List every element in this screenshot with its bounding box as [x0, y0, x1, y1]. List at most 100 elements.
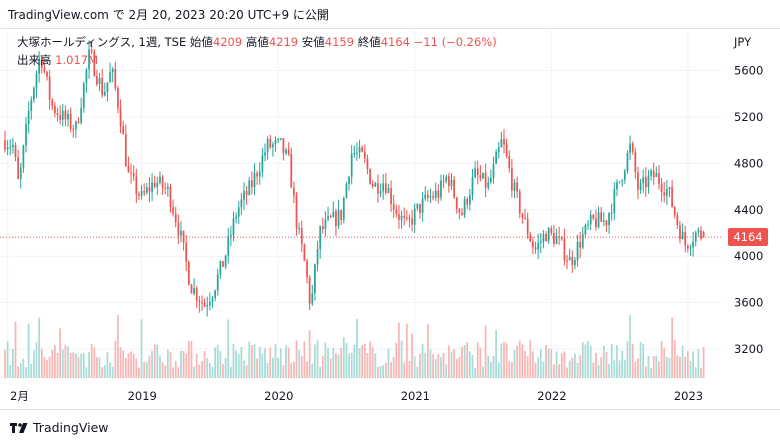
volume-bar	[106, 351, 109, 378]
candle-body	[269, 139, 272, 148]
candle-body	[408, 217, 411, 219]
volume-bar	[54, 345, 56, 378]
candle-body	[371, 183, 374, 187]
candle-body	[361, 147, 364, 152]
volume-bar	[377, 367, 379, 378]
volume-bar	[566, 367, 568, 378]
x-axis-ticks: 2月 2019 2020 2021 2022 2023	[10, 389, 703, 403]
candle-body	[616, 182, 618, 190]
volume-bar	[623, 359, 626, 378]
candle-body	[332, 211, 335, 217]
candle-body	[566, 260, 568, 262]
candle-body	[660, 183, 663, 192]
volume-bar	[521, 344, 524, 378]
candle-body	[35, 73, 38, 88]
volume-bar	[269, 347, 272, 378]
candle-body	[185, 242, 188, 262]
volume-bar	[111, 366, 114, 378]
volume-bar	[592, 362, 595, 378]
y-tick-label: 3600	[734, 296, 763, 310]
volume-bar	[461, 346, 463, 378]
volume-bar	[82, 353, 85, 378]
candle-body	[673, 206, 676, 216]
volume-bar	[77, 357, 80, 378]
volume-bar	[43, 357, 46, 378]
candle-body	[319, 226, 322, 250]
volume-bar	[240, 347, 243, 378]
volume-bar	[245, 365, 248, 378]
volume-bar	[285, 345, 287, 378]
x-tick-label: 2月	[10, 389, 29, 403]
volume-bar	[353, 344, 356, 378]
candle-body	[637, 172, 639, 190]
candle-body	[621, 180, 624, 182]
y-tick-label: 5200	[734, 110, 763, 124]
candle-body	[631, 143, 634, 152]
candle-body	[156, 182, 159, 188]
candle-body	[240, 199, 243, 208]
volume-bar	[463, 345, 466, 378]
candle-body	[419, 203, 421, 213]
candle-body	[513, 182, 516, 191]
low-label: 安値	[301, 35, 325, 49]
candle-body	[387, 188, 390, 193]
candle-body	[43, 67, 46, 72]
chart-area[interactable]	[0, 28, 780, 410]
volume-bar	[534, 362, 537, 378]
volume-bar	[644, 366, 647, 378]
candle-body	[665, 189, 668, 196]
volume-bar	[524, 350, 526, 378]
candle-body	[529, 234, 532, 242]
volume-bar	[124, 357, 127, 378]
volume-bar	[148, 355, 151, 378]
candle-body	[321, 226, 324, 230]
candle-body	[345, 184, 348, 198]
footer-brand[interactable]: TradingView	[10, 420, 109, 435]
volume-bar	[327, 348, 329, 378]
volume-bar	[321, 356, 324, 378]
candle-body	[650, 170, 652, 176]
candle-body	[395, 209, 398, 215]
volume-bar	[67, 346, 69, 378]
volume-bar	[198, 364, 201, 378]
volume-bar	[348, 353, 350, 378]
candle-body	[679, 225, 681, 240]
candle-body	[516, 182, 519, 192]
volume-bar	[621, 350, 624, 378]
candle-body	[101, 78, 104, 96]
candle-body	[153, 182, 156, 188]
volume-bar	[613, 360, 616, 378]
x-tick-label: 2020	[264, 389, 293, 403]
published-date: で 2月 20, 2023 20:20 UTC+9 に公開	[112, 8, 329, 22]
candle-body	[335, 211, 337, 227]
volume-bar	[476, 342, 479, 378]
volume-bar	[576, 362, 579, 378]
volume-bar	[608, 364, 610, 378]
volume-bar	[382, 365, 385, 378]
volume-bar	[597, 365, 600, 378]
volume-bar	[445, 364, 448, 378]
candle-body	[308, 277, 311, 304]
candle-body	[40, 58, 43, 68]
candle-body	[232, 218, 235, 236]
volume-bar	[413, 356, 416, 378]
volume-bar	[589, 345, 592, 378]
candle-body	[256, 173, 259, 177]
volume-bar	[187, 341, 190, 378]
candle-body	[366, 158, 369, 170]
volume-bar	[369, 341, 371, 378]
volume-bar	[177, 367, 180, 378]
volume-bar	[274, 344, 277, 378]
candle-body	[482, 172, 484, 179]
volume-bar	[211, 366, 214, 378]
volume-bar	[629, 314, 631, 378]
close-label: 終値	[357, 35, 381, 49]
volume-bar	[219, 350, 222, 378]
volume-bar	[182, 350, 185, 378]
y-axis-ticks: 3200 3600 4000 4400 4800 5200 5600	[734, 64, 763, 356]
candle-body	[700, 230, 702, 239]
volume-bar	[185, 353, 188, 378]
candle-body	[25, 124, 27, 146]
volume-bar	[642, 343, 645, 378]
